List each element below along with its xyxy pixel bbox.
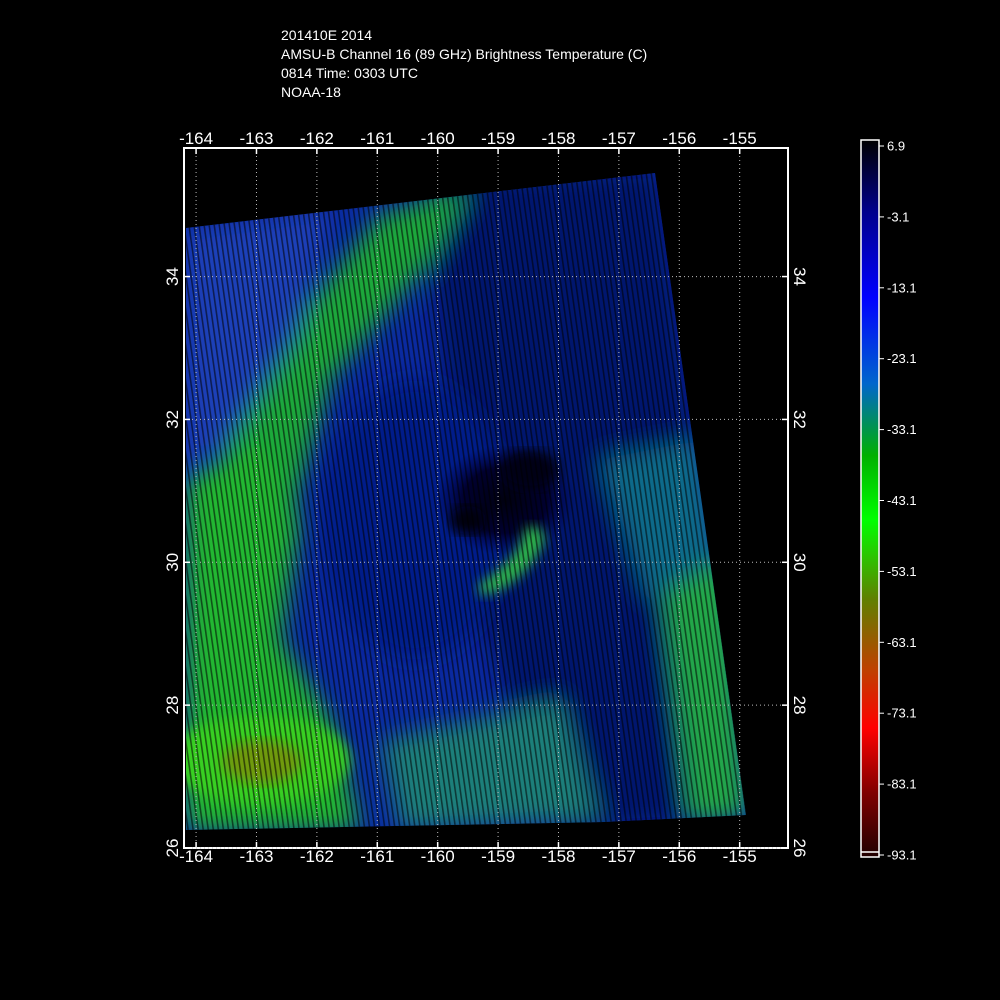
lon-tick-label-top: -155 bbox=[723, 129, 757, 148]
lon-tick-label-top: -156 bbox=[662, 129, 696, 148]
lon-tick-label-bottom: -157 bbox=[602, 847, 636, 866]
lon-tick-label-bottom: -159 bbox=[481, 847, 515, 866]
colorbar-tick-label: 6.9 bbox=[887, 139, 905, 154]
map-frame bbox=[183, 147, 789, 849]
satellite-title: NOAA-18 bbox=[281, 84, 341, 100]
colorbar-tick-label: -33.1 bbox=[887, 422, 917, 437]
colorbar: 6.9 -3.1 -13.1 -23.1 -33.1 -43.1 -53.1 -63.1 -73… bbox=[860, 139, 917, 863]
colorbar-ramp bbox=[860, 139, 880, 858]
colorbar-tick-label: -73.1 bbox=[887, 706, 917, 721]
time-title: 0814 Time: 0303 UTC bbox=[281, 65, 418, 81]
lat-tick-label-left: 32 bbox=[163, 410, 182, 429]
lat-tick-label-right: 26 bbox=[790, 839, 809, 858]
colorbar-tick-label: -13.1 bbox=[887, 280, 917, 295]
lon-tick-label-bottom: -156 bbox=[662, 847, 696, 866]
lon-tick-label-top: -161 bbox=[360, 129, 394, 148]
lon-tick-label-top: -163 bbox=[239, 129, 273, 148]
colorbar-tick-label: -83.1 bbox=[887, 777, 917, 792]
graticule bbox=[184, 148, 788, 849]
lat-tick-label-left: 26 bbox=[163, 839, 182, 858]
lon-tick-label-bottom: -158 bbox=[541, 847, 575, 866]
lat-tick-label-right: 30 bbox=[790, 553, 809, 572]
lat-tick-label-left: 34 bbox=[163, 267, 182, 286]
lon-tick-label-top: -157 bbox=[602, 129, 636, 148]
brightness-temperature-swath bbox=[186, 173, 746, 830]
lon-tick-label-bottom: -155 bbox=[723, 847, 757, 866]
lat-tick-label-right: 32 bbox=[790, 410, 809, 429]
lat-tick-label-left: 30 bbox=[163, 553, 182, 572]
storm-id-title: 201410E 2014 bbox=[281, 27, 373, 43]
title-block: 201410E 2014 AMSU-B Channel 16 (89 GHz) … bbox=[281, 26, 647, 102]
colorbar-tick-label: -93.1 bbox=[887, 848, 917, 863]
lon-tick-label-top: -164 bbox=[179, 129, 213, 148]
lat-tick-label-right: 28 bbox=[790, 696, 809, 715]
colorbar-tick-label: -53.1 bbox=[887, 564, 917, 579]
lon-tick-label-bottom: -161 bbox=[360, 847, 394, 866]
lon-tick-label-bottom: -164 bbox=[179, 847, 213, 866]
lon-tick-label-bottom: -163 bbox=[239, 847, 273, 866]
lon-tick-label-top: -162 bbox=[300, 129, 334, 148]
lon-tick-label-top: -160 bbox=[421, 129, 455, 148]
axis-tick-labels: -164 -164 -163 -163 -162 -162 -161 -161 -160 -160… bbox=[163, 129, 809, 866]
colorbar-tick-label: -63.1 bbox=[887, 635, 917, 650]
colorbar-tick-label: -43.1 bbox=[887, 493, 917, 508]
lon-tick-label-top: -159 bbox=[481, 129, 515, 148]
lon-tick-label-bottom: -160 bbox=[421, 847, 455, 866]
lat-tick-label-left: 28 bbox=[163, 696, 182, 715]
lon-tick-label-top: -158 bbox=[541, 129, 575, 148]
lat-tick-label-right: 34 bbox=[790, 267, 809, 286]
product-title: AMSU-B Channel 16 (89 GHz) Brightness Te… bbox=[281, 46, 648, 62]
colorbar-tick-label: -23.1 bbox=[887, 351, 917, 366]
lon-tick-label-bottom: -162 bbox=[300, 847, 334, 866]
colorbar-tick-label: -3.1 bbox=[887, 209, 909, 224]
